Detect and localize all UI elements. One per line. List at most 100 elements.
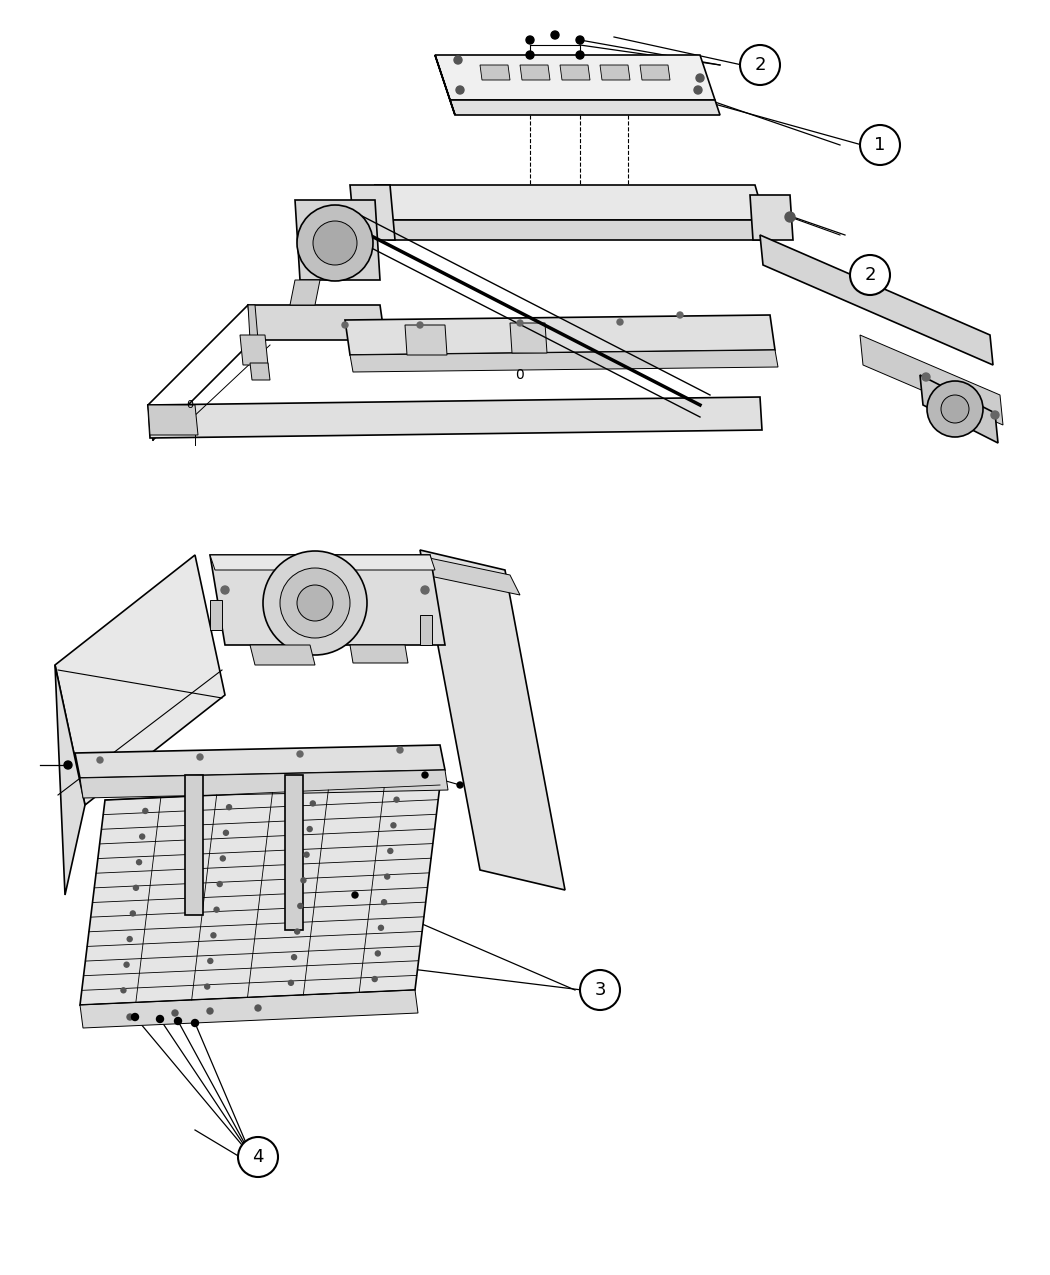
- Circle shape: [211, 933, 216, 938]
- Polygon shape: [920, 375, 997, 442]
- Circle shape: [922, 374, 930, 381]
- Circle shape: [785, 212, 795, 222]
- Circle shape: [205, 984, 210, 989]
- Circle shape: [551, 31, 559, 40]
- Circle shape: [456, 85, 464, 94]
- Circle shape: [127, 1014, 133, 1020]
- Circle shape: [850, 255, 890, 295]
- Text: 3: 3: [594, 980, 606, 1000]
- Polygon shape: [415, 555, 520, 595]
- Circle shape: [238, 1137, 278, 1177]
- Circle shape: [295, 929, 299, 935]
- Circle shape: [140, 834, 145, 839]
- Circle shape: [214, 908, 219, 912]
- Circle shape: [391, 822, 396, 827]
- Circle shape: [297, 751, 303, 757]
- Circle shape: [255, 1005, 261, 1011]
- Polygon shape: [75, 745, 445, 778]
- Circle shape: [227, 805, 232, 810]
- Circle shape: [136, 859, 142, 864]
- Polygon shape: [345, 315, 775, 354]
- Polygon shape: [450, 99, 720, 115]
- Polygon shape: [210, 555, 435, 570]
- Circle shape: [381, 900, 386, 905]
- Circle shape: [457, 782, 463, 788]
- Polygon shape: [760, 235, 993, 365]
- Circle shape: [262, 551, 368, 655]
- Circle shape: [526, 36, 534, 45]
- Circle shape: [97, 757, 103, 762]
- Circle shape: [372, 977, 377, 982]
- Polygon shape: [285, 775, 303, 929]
- Circle shape: [342, 323, 348, 328]
- Circle shape: [576, 51, 584, 59]
- Circle shape: [174, 1017, 182, 1025]
- Circle shape: [740, 45, 780, 85]
- Circle shape: [991, 411, 999, 419]
- Circle shape: [297, 205, 373, 280]
- Circle shape: [311, 801, 315, 806]
- Text: 0: 0: [187, 400, 193, 411]
- Polygon shape: [560, 65, 590, 80]
- Circle shape: [696, 74, 704, 82]
- Polygon shape: [80, 770, 448, 798]
- Circle shape: [378, 926, 383, 931]
- Circle shape: [191, 1020, 198, 1026]
- Text: 4: 4: [252, 1148, 264, 1167]
- Circle shape: [375, 951, 380, 956]
- Circle shape: [172, 1010, 179, 1016]
- Polygon shape: [210, 555, 445, 645]
- Circle shape: [127, 937, 132, 941]
- Circle shape: [417, 323, 423, 328]
- Circle shape: [220, 856, 226, 861]
- Polygon shape: [385, 221, 768, 240]
- Polygon shape: [750, 195, 793, 240]
- Polygon shape: [350, 185, 395, 240]
- Circle shape: [280, 567, 350, 638]
- Polygon shape: [210, 601, 222, 630]
- Circle shape: [224, 830, 229, 835]
- Text: 2: 2: [864, 266, 876, 284]
- Circle shape: [124, 963, 129, 968]
- Circle shape: [217, 881, 223, 886]
- Polygon shape: [435, 55, 715, 99]
- Circle shape: [694, 85, 702, 94]
- Circle shape: [927, 381, 983, 437]
- Polygon shape: [80, 785, 440, 1005]
- Circle shape: [292, 955, 296, 960]
- Polygon shape: [480, 65, 510, 80]
- Circle shape: [422, 771, 428, 778]
- Polygon shape: [295, 200, 380, 280]
- Polygon shape: [185, 775, 203, 915]
- Polygon shape: [350, 645, 408, 663]
- Polygon shape: [250, 363, 270, 380]
- Circle shape: [397, 747, 403, 754]
- Polygon shape: [520, 65, 550, 80]
- Polygon shape: [148, 397, 762, 439]
- Polygon shape: [240, 335, 268, 365]
- Polygon shape: [55, 555, 225, 805]
- Polygon shape: [250, 645, 315, 666]
- Polygon shape: [860, 335, 1003, 425]
- Circle shape: [387, 848, 393, 853]
- Polygon shape: [80, 989, 418, 1028]
- Text: 0: 0: [516, 368, 524, 382]
- Polygon shape: [510, 323, 547, 353]
- Circle shape: [576, 36, 584, 45]
- Polygon shape: [435, 55, 455, 115]
- Circle shape: [121, 988, 126, 993]
- Circle shape: [64, 761, 72, 769]
- Polygon shape: [420, 550, 565, 890]
- Circle shape: [298, 904, 302, 908]
- Polygon shape: [405, 325, 447, 354]
- Circle shape: [860, 125, 900, 164]
- Text: 1: 1: [875, 136, 886, 154]
- Circle shape: [197, 754, 203, 760]
- Circle shape: [617, 319, 623, 325]
- Polygon shape: [55, 666, 85, 895]
- Circle shape: [289, 980, 293, 986]
- Circle shape: [313, 221, 357, 265]
- Circle shape: [304, 852, 309, 857]
- Circle shape: [384, 875, 390, 878]
- Circle shape: [207, 1009, 213, 1014]
